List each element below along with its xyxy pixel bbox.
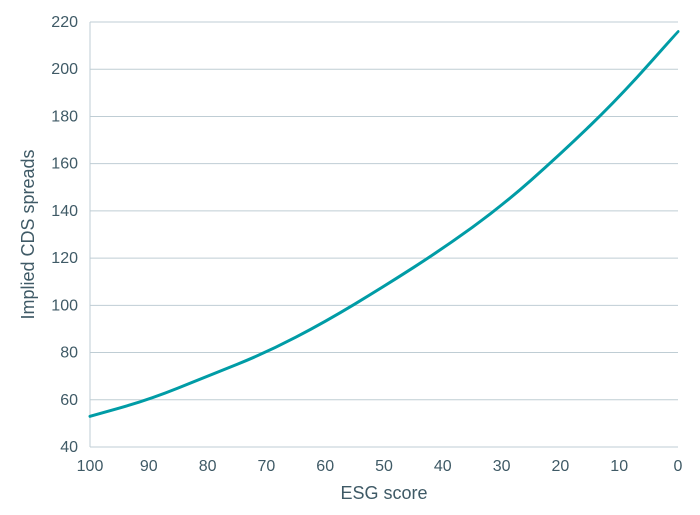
y-tick-label: 200 — [51, 61, 78, 78]
x-tick-label: 0 — [674, 458, 683, 475]
y-tick-label: 140 — [51, 203, 78, 220]
data-line-implied-cds — [90, 31, 678, 416]
y-tick-label: 160 — [51, 156, 78, 173]
y-tick-label: 100 — [51, 297, 78, 314]
x-tick-label: 100 — [77, 458, 104, 475]
x-tick-label: 50 — [375, 458, 393, 475]
x-tick-label: 70 — [258, 458, 276, 475]
y-tick-label: 220 — [51, 14, 78, 31]
y-tick-label: 120 — [51, 250, 78, 267]
x-tick-label: 30 — [493, 458, 511, 475]
y-tick-label: 80 — [60, 345, 78, 362]
x-tick-label: 80 — [199, 458, 217, 475]
chart-container: 4060801001201401601802002201009080706050… — [0, 0, 700, 515]
line-chart: 4060801001201401601802002201009080706050… — [0, 0, 700, 515]
x-tick-label: 60 — [316, 458, 334, 475]
y-axis-label: Implied CDS spreads — [18, 149, 38, 319]
y-tick-label: 180 — [51, 108, 78, 125]
x-tick-label: 10 — [610, 458, 628, 475]
y-tick-label: 40 — [60, 439, 78, 456]
x-axis-label: ESG score — [340, 483, 427, 503]
y-tick-label: 60 — [60, 392, 78, 409]
x-tick-label: 40 — [434, 458, 452, 475]
x-tick-label: 90 — [140, 458, 158, 475]
x-tick-label: 20 — [552, 458, 570, 475]
